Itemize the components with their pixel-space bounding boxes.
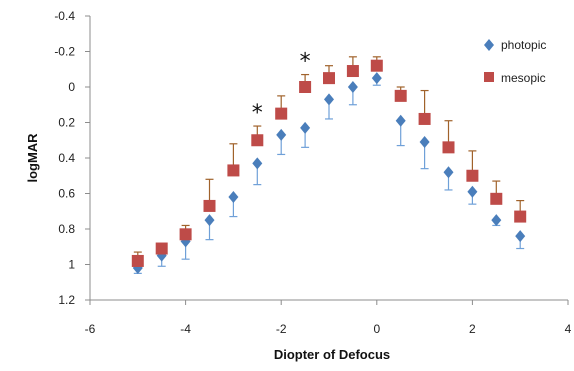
point-photopic xyxy=(300,121,311,134)
point-photopic xyxy=(419,136,430,149)
legend-marker-photopic xyxy=(484,39,494,51)
legend-label-photopic: photopic xyxy=(501,38,546,52)
legend-item-photopic: photopic xyxy=(484,38,546,52)
x-tick-label: -2 xyxy=(276,322,287,336)
legend-marker-mesopic xyxy=(484,72,494,82)
legend-item-mesopic: mesopic xyxy=(484,71,546,85)
x-tick-label: 4 xyxy=(565,322,572,336)
y-tick-label: 0.4 xyxy=(58,151,75,165)
y-tick-label: 0.8 xyxy=(58,222,75,236)
y-tick-label: 1 xyxy=(68,258,75,272)
point-photopic xyxy=(276,128,287,141)
significance-marker: * xyxy=(252,101,263,126)
point-mesopic xyxy=(131,254,144,267)
y-tick-label: -0.2 xyxy=(54,45,75,59)
y-tick-label: 0 xyxy=(68,80,75,94)
point-photopic xyxy=(347,81,358,93)
point-mesopic xyxy=(323,72,335,85)
point-mesopic xyxy=(299,81,312,93)
point-mesopic xyxy=(203,199,216,212)
point-mesopic xyxy=(346,65,359,78)
point-photopic xyxy=(228,191,239,204)
significance-marker: * xyxy=(300,50,311,75)
y-tick-label: -0.4 xyxy=(54,9,75,23)
point-mesopic xyxy=(418,112,431,125)
point-mesopic xyxy=(514,210,527,223)
y-tick-label: 1.2 xyxy=(58,293,75,307)
point-photopic xyxy=(491,214,502,227)
point-mesopic xyxy=(466,169,479,182)
point-photopic xyxy=(371,72,382,85)
legend: photopic mesopic xyxy=(484,38,546,85)
y-tick-label: 0.2 xyxy=(58,116,75,130)
point-mesopic xyxy=(490,192,503,205)
point-photopic xyxy=(515,230,526,243)
point-photopic xyxy=(324,93,334,106)
series-photopic xyxy=(132,72,526,275)
x-tick-label: 2 xyxy=(469,322,476,336)
point-mesopic xyxy=(275,107,288,120)
legend-label-mesopic: mesopic xyxy=(501,71,546,85)
series-mesopic xyxy=(131,56,527,267)
point-photopic xyxy=(204,214,215,227)
y-tick-label: 0.6 xyxy=(58,187,75,201)
point-mesopic xyxy=(442,141,455,154)
x-axis-title: Diopter of Defocus xyxy=(274,347,390,362)
annotations: ** xyxy=(252,50,311,126)
point-photopic xyxy=(467,185,478,198)
y-axis-title: logMAR xyxy=(25,133,40,183)
point-photopic xyxy=(252,157,263,170)
x-tick-label: 0 xyxy=(373,322,380,336)
point-photopic xyxy=(395,114,406,127)
x-axis-ticks: -6 -4 -2 0 2 4 xyxy=(85,300,572,336)
point-photopic xyxy=(443,166,454,179)
point-mesopic xyxy=(179,228,192,241)
point-mesopic xyxy=(155,242,168,255)
point-mesopic xyxy=(394,89,407,102)
point-mesopic xyxy=(251,134,264,147)
x-tick-label: -6 xyxy=(85,322,96,336)
x-tick-label: -4 xyxy=(180,322,191,336)
point-mesopic xyxy=(370,59,383,72)
point-mesopic xyxy=(227,164,240,177)
y-axis-ticks: -0.4 -0.2 0 0.2 0.4 0.6 0.8 1 1.2 xyxy=(54,9,90,307)
series-layer xyxy=(131,56,527,275)
